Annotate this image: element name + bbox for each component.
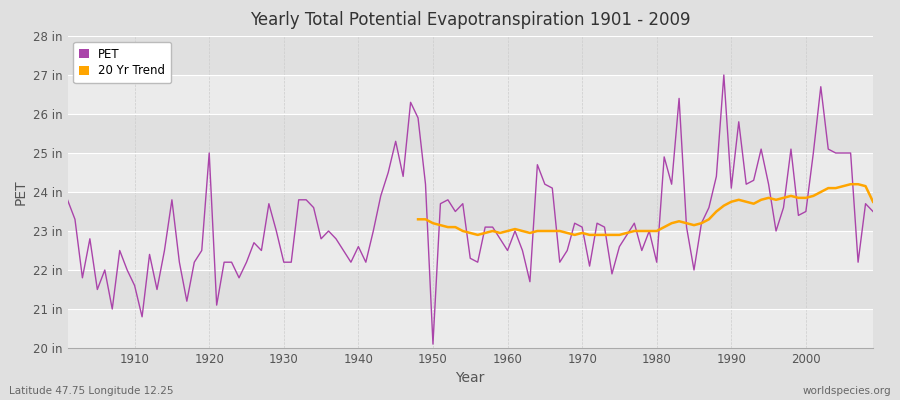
Bar xyxy=(68,231,873,270)
Bar xyxy=(68,75,873,114)
Text: Latitude 47.75 Longitude 12.25: Latitude 47.75 Longitude 12.25 xyxy=(9,386,174,396)
Bar xyxy=(68,270,873,309)
Bar xyxy=(68,192,873,231)
Legend: PET, 20 Yr Trend: PET, 20 Yr Trend xyxy=(74,42,171,83)
Bar xyxy=(68,153,873,192)
Bar xyxy=(68,309,873,348)
Bar xyxy=(68,114,873,153)
Bar xyxy=(68,36,873,75)
Y-axis label: PET: PET xyxy=(14,179,28,205)
Title: Yearly Total Potential Evapotranspiration 1901 - 2009: Yearly Total Potential Evapotranspiratio… xyxy=(250,11,690,29)
Text: worldspecies.org: worldspecies.org xyxy=(803,386,891,396)
X-axis label: Year: Year xyxy=(455,372,485,386)
